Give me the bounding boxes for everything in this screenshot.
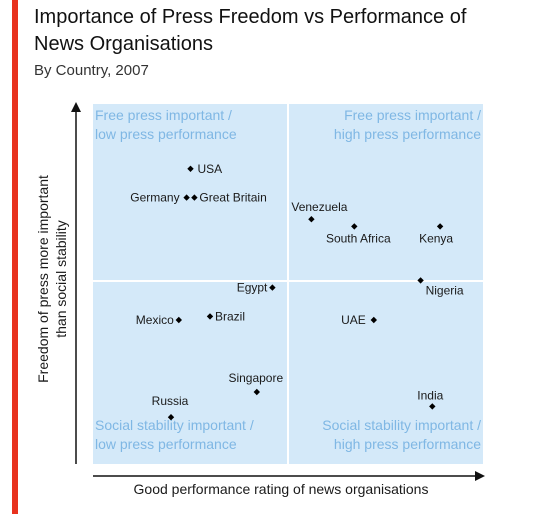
point-marker [269, 284, 276, 291]
data-point-usa: USA [187, 162, 222, 176]
point-marker [351, 223, 358, 230]
point-label: Egypt [237, 281, 268, 295]
data-point-brazil: Brazil [206, 309, 245, 323]
chart-title-line1: Importance of Press Freedom vs Performan… [34, 6, 467, 28]
quadrant-label-bottom-right: high press performance [334, 436, 481, 452]
point-marker [167, 414, 175, 421]
point-marker [253, 388, 260, 396]
point-label: UAE [341, 313, 366, 327]
plot-area [93, 104, 483, 464]
y-axis-label-line1: Freedom of press more important [35, 175, 51, 383]
axes: Good performance rating of news organisa… [35, 102, 485, 497]
point-marker [183, 194, 190, 201]
point-label: South Africa [326, 231, 391, 245]
data-point-venezuela: Venezuela [291, 200, 348, 223]
quadrant-label-bottom-left: low press performance [95, 436, 237, 452]
point-marker [206, 313, 214, 320]
chart-subtitle: By Country, 2007 [34, 62, 149, 79]
y-axis-label: Freedom of press more important than soci… [35, 175, 69, 383]
point-label: Brazil [215, 309, 245, 323]
point-marker [429, 403, 436, 410]
point-label: Great Britain [199, 191, 266, 205]
quadrant-label-top-left: low press performance [95, 126, 237, 142]
point-marker [417, 277, 424, 284]
point-label: Venezuela [291, 200, 347, 214]
point-marker [370, 316, 377, 324]
point-label: Nigeria [426, 283, 464, 297]
point-label: Singapore [228, 371, 283, 385]
data-point-nigeria: Nigeria [417, 277, 464, 297]
quadrant-label-bottom-left: Social stability important / [95, 417, 254, 433]
point-label: Germany [130, 191, 179, 205]
chart-title-line2: News Organisations [34, 33, 213, 55]
point-label: Russia [152, 394, 189, 408]
quadrant-label-top-right: Free press important / [344, 107, 481, 123]
point-marker [436, 223, 444, 230]
quadrant-label-bottom-right: Social stability important / [322, 417, 481, 433]
point-label: India [417, 388, 443, 402]
data-point-egypt: Egypt [237, 281, 276, 295]
data-point-russia: Russia [152, 394, 189, 421]
y-axis-label-line2: than social stability [53, 220, 69, 338]
data-point-singapore: Singapore [228, 371, 283, 396]
data-point-india: India [417, 388, 444, 410]
point-marker [175, 316, 182, 324]
accent-bar [12, 0, 18, 514]
point-label: Mexico [136, 313, 174, 327]
quadrant-label-top-right: high press performance [334, 126, 481, 142]
data-point-great-britain: Great Britain [191, 191, 267, 205]
data-point-germany: Germany [130, 191, 190, 205]
point-label: USA [198, 162, 223, 176]
quadrant-label-top-left: Free press important / [95, 107, 232, 123]
point-marker [187, 165, 194, 172]
point-marker [308, 216, 315, 223]
quadrant-labels: Free press important / low press performa… [95, 107, 481, 452]
data-point-south-africa: South Africa [326, 223, 391, 245]
point-label: Kenya [419, 231, 453, 245]
point-marker [191, 194, 198, 201]
data-point-uae: UAE [341, 313, 377, 327]
data-point-mexico: Mexico [136, 313, 182, 327]
x-axis-label: Good performance rating of news organisa… [134, 481, 429, 497]
data-points: USA Germany Great Britain Venezuela South Af… [130, 162, 464, 421]
data-point-kenya: Kenya [419, 223, 453, 245]
